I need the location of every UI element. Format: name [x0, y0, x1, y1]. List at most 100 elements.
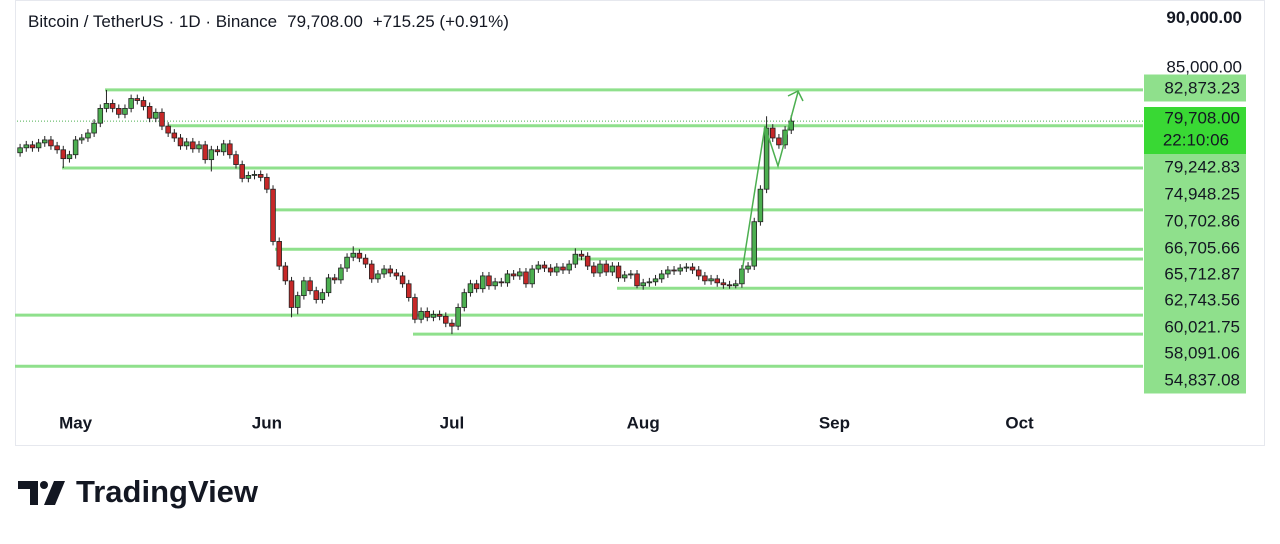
level-label-box [1144, 153, 1246, 181]
candle-body [443, 315, 449, 324]
level-label: 82,873.23 [1164, 78, 1240, 97]
candle-body [288, 280, 295, 308]
candle-body [467, 283, 474, 294]
x-tick-label: Jun [252, 413, 282, 432]
candle-body [615, 265, 622, 279]
candle-body [140, 100, 147, 107]
candle-body [23, 144, 29, 149]
last-price-label: 79,708.00 [1164, 108, 1240, 127]
candle-body [362, 257, 369, 265]
candle-body [695, 269, 702, 277]
candle-body [449, 322, 455, 327]
candle-body [560, 266, 566, 271]
candle-body [603, 263, 609, 273]
candle-body [504, 273, 511, 284]
candle-body [307, 280, 313, 292]
candle-body [294, 295, 301, 308]
candle-body [245, 175, 252, 179]
level-label: 79,242.83 [1164, 157, 1240, 176]
candle-body [331, 277, 338, 281]
candle-body [535, 264, 542, 270]
candle-body [412, 297, 418, 320]
candle-body [257, 174, 264, 178]
projection-arrow [741, 89, 804, 273]
candle-body [122, 107, 128, 115]
candle-body [264, 176, 270, 190]
level-label: 54,837.08 [1164, 370, 1240, 389]
chart-frame [15, 0, 1265, 446]
level-label-box [1144, 313, 1246, 341]
candle-body [356, 252, 363, 259]
level-label-box [1144, 366, 1246, 394]
brand-logo [18, 481, 65, 505]
candle-body [455, 307, 461, 327]
candle-body [486, 275, 492, 287]
candle-body [159, 111, 165, 127]
candle-body [714, 278, 720, 284]
level-label-box [1144, 234, 1246, 262]
candle-body [171, 132, 178, 139]
candle-body [399, 275, 406, 285]
last-price-box [1144, 107, 1246, 154]
level-label-box [1144, 74, 1246, 102]
last-price: 79,708.00 [287, 12, 363, 31]
candle-body [381, 268, 387, 275]
candle-body [591, 265, 597, 274]
candle-body [319, 292, 326, 300]
candle-body [227, 143, 233, 156]
candle-body [313, 290, 319, 300]
y-tick-label: 85,000.00 [1166, 57, 1242, 76]
candle-body [523, 271, 529, 285]
candle-body [757, 188, 764, 223]
candle-body [116, 107, 122, 115]
candle-body [183, 141, 190, 147]
candle-body [510, 273, 517, 277]
candle-body [708, 278, 714, 282]
candle-body [745, 265, 751, 270]
candle-body [85, 132, 91, 139]
candle-body [251, 174, 258, 176]
candle-body [368, 263, 375, 280]
candle-body [177, 137, 184, 147]
candle-body [350, 252, 356, 258]
candle-body [128, 98, 134, 109]
candle-body [763, 127, 770, 190]
candle-body [541, 264, 548, 269]
symbol-title: Bitcoin / TetherUS · 1D · Binance [28, 12, 277, 31]
level-label: 74,948.25 [1164, 184, 1240, 203]
level-label-box [1144, 207, 1246, 235]
candle-body [72, 139, 79, 156]
candle-body [146, 106, 153, 119]
candle-body [726, 284, 733, 287]
candle-body [325, 277, 332, 294]
arrow-head [787, 89, 804, 102]
candle-body [671, 269, 677, 272]
level-label-box [1144, 260, 1246, 288]
candle-body [91, 122, 97, 134]
level-label: 66,705.66 [1164, 238, 1240, 257]
candle-body [276, 241, 282, 267]
logo-t [18, 481, 38, 505]
candle-body [233, 154, 239, 165]
candle-body [517, 271, 523, 277]
candle-body [498, 281, 505, 284]
candle-body [776, 137, 782, 146]
candle-body [689, 266, 696, 271]
level-label: 62,743.56 [1164, 290, 1240, 309]
candle-body [375, 273, 381, 280]
candles-layer [17, 89, 795, 335]
candle-body [658, 273, 665, 280]
candle-body [54, 145, 60, 151]
candle-body [103, 103, 110, 109]
candle-body [547, 267, 554, 273]
level-label: 60,021.75 [1164, 317, 1240, 336]
candle-body [436, 313, 443, 317]
level-label: 65,712.87 [1164, 264, 1240, 283]
candle-body [282, 265, 289, 282]
logo-slash [44, 481, 65, 505]
candle-body [42, 139, 48, 144]
candle-body [35, 142, 42, 149]
price-change: +715.25 (+0.91%) [373, 12, 509, 31]
x-tick-label: Jul [440, 413, 465, 432]
